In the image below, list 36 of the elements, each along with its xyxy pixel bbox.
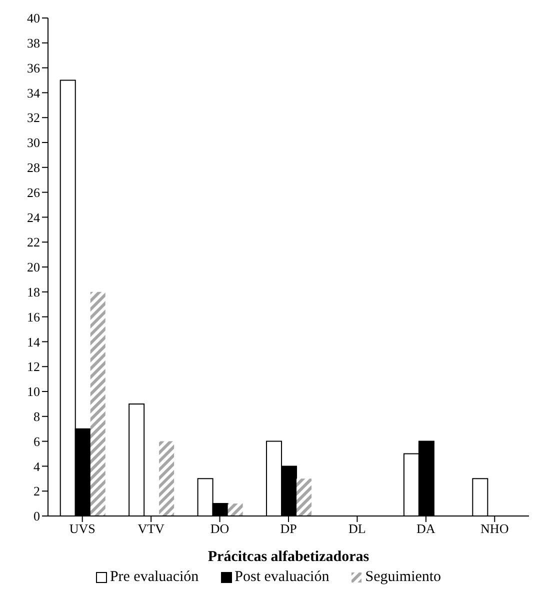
y-tick-label: 32 [27,110,40,126]
y-tick-label: 2 [34,484,40,499]
y-tick-label: 24 [27,210,40,225]
x-tick-label: UVS [69,521,96,536]
y-tick-label: 0 [34,508,40,524]
y-tick-label: 30 [27,135,40,150]
y-tick-label: 28 [27,160,40,176]
bar [296,478,312,516]
legend-label: Seguimiento [365,569,442,586]
legend-label: Post evaluación [234,569,330,586]
y-tick-label: 14 [27,334,40,350]
y-tick-label: 10 [27,384,40,400]
y-tick-label: 38 [27,36,40,51]
y-tick-label: 18 [27,284,40,300]
bar [228,504,243,516]
y-tick-label: 16 [27,309,40,324]
y-tick-label: 12 [27,359,40,374]
x-tick-label: DP [280,521,297,536]
y-tick-label: 34 [27,85,40,100]
y-tick-label: 22 [27,234,40,250]
x-axis-title: Prácitcas alfabetizadoras [208,549,370,565]
y-tick-label: 26 [27,184,40,200]
y-tick-label: 20 [27,260,40,275]
x-tick-label: DO [210,521,230,536]
x-tick-label: DL [348,521,366,536]
y-tick-label: 8 [34,409,40,424]
x-tick-label: VTV [138,521,166,536]
y-tick-label: 6 [34,434,40,449]
x-tick-label: DA [416,521,436,536]
x-tick-label: NHO [480,521,509,536]
bar [90,292,106,516]
y-tick-label: 40 [27,10,40,26]
legend-label: Pre evaluación [110,569,199,586]
y-tick-label: 4 [34,458,40,474]
y-tick-label: 36 [27,60,40,76]
bar [159,441,174,516]
